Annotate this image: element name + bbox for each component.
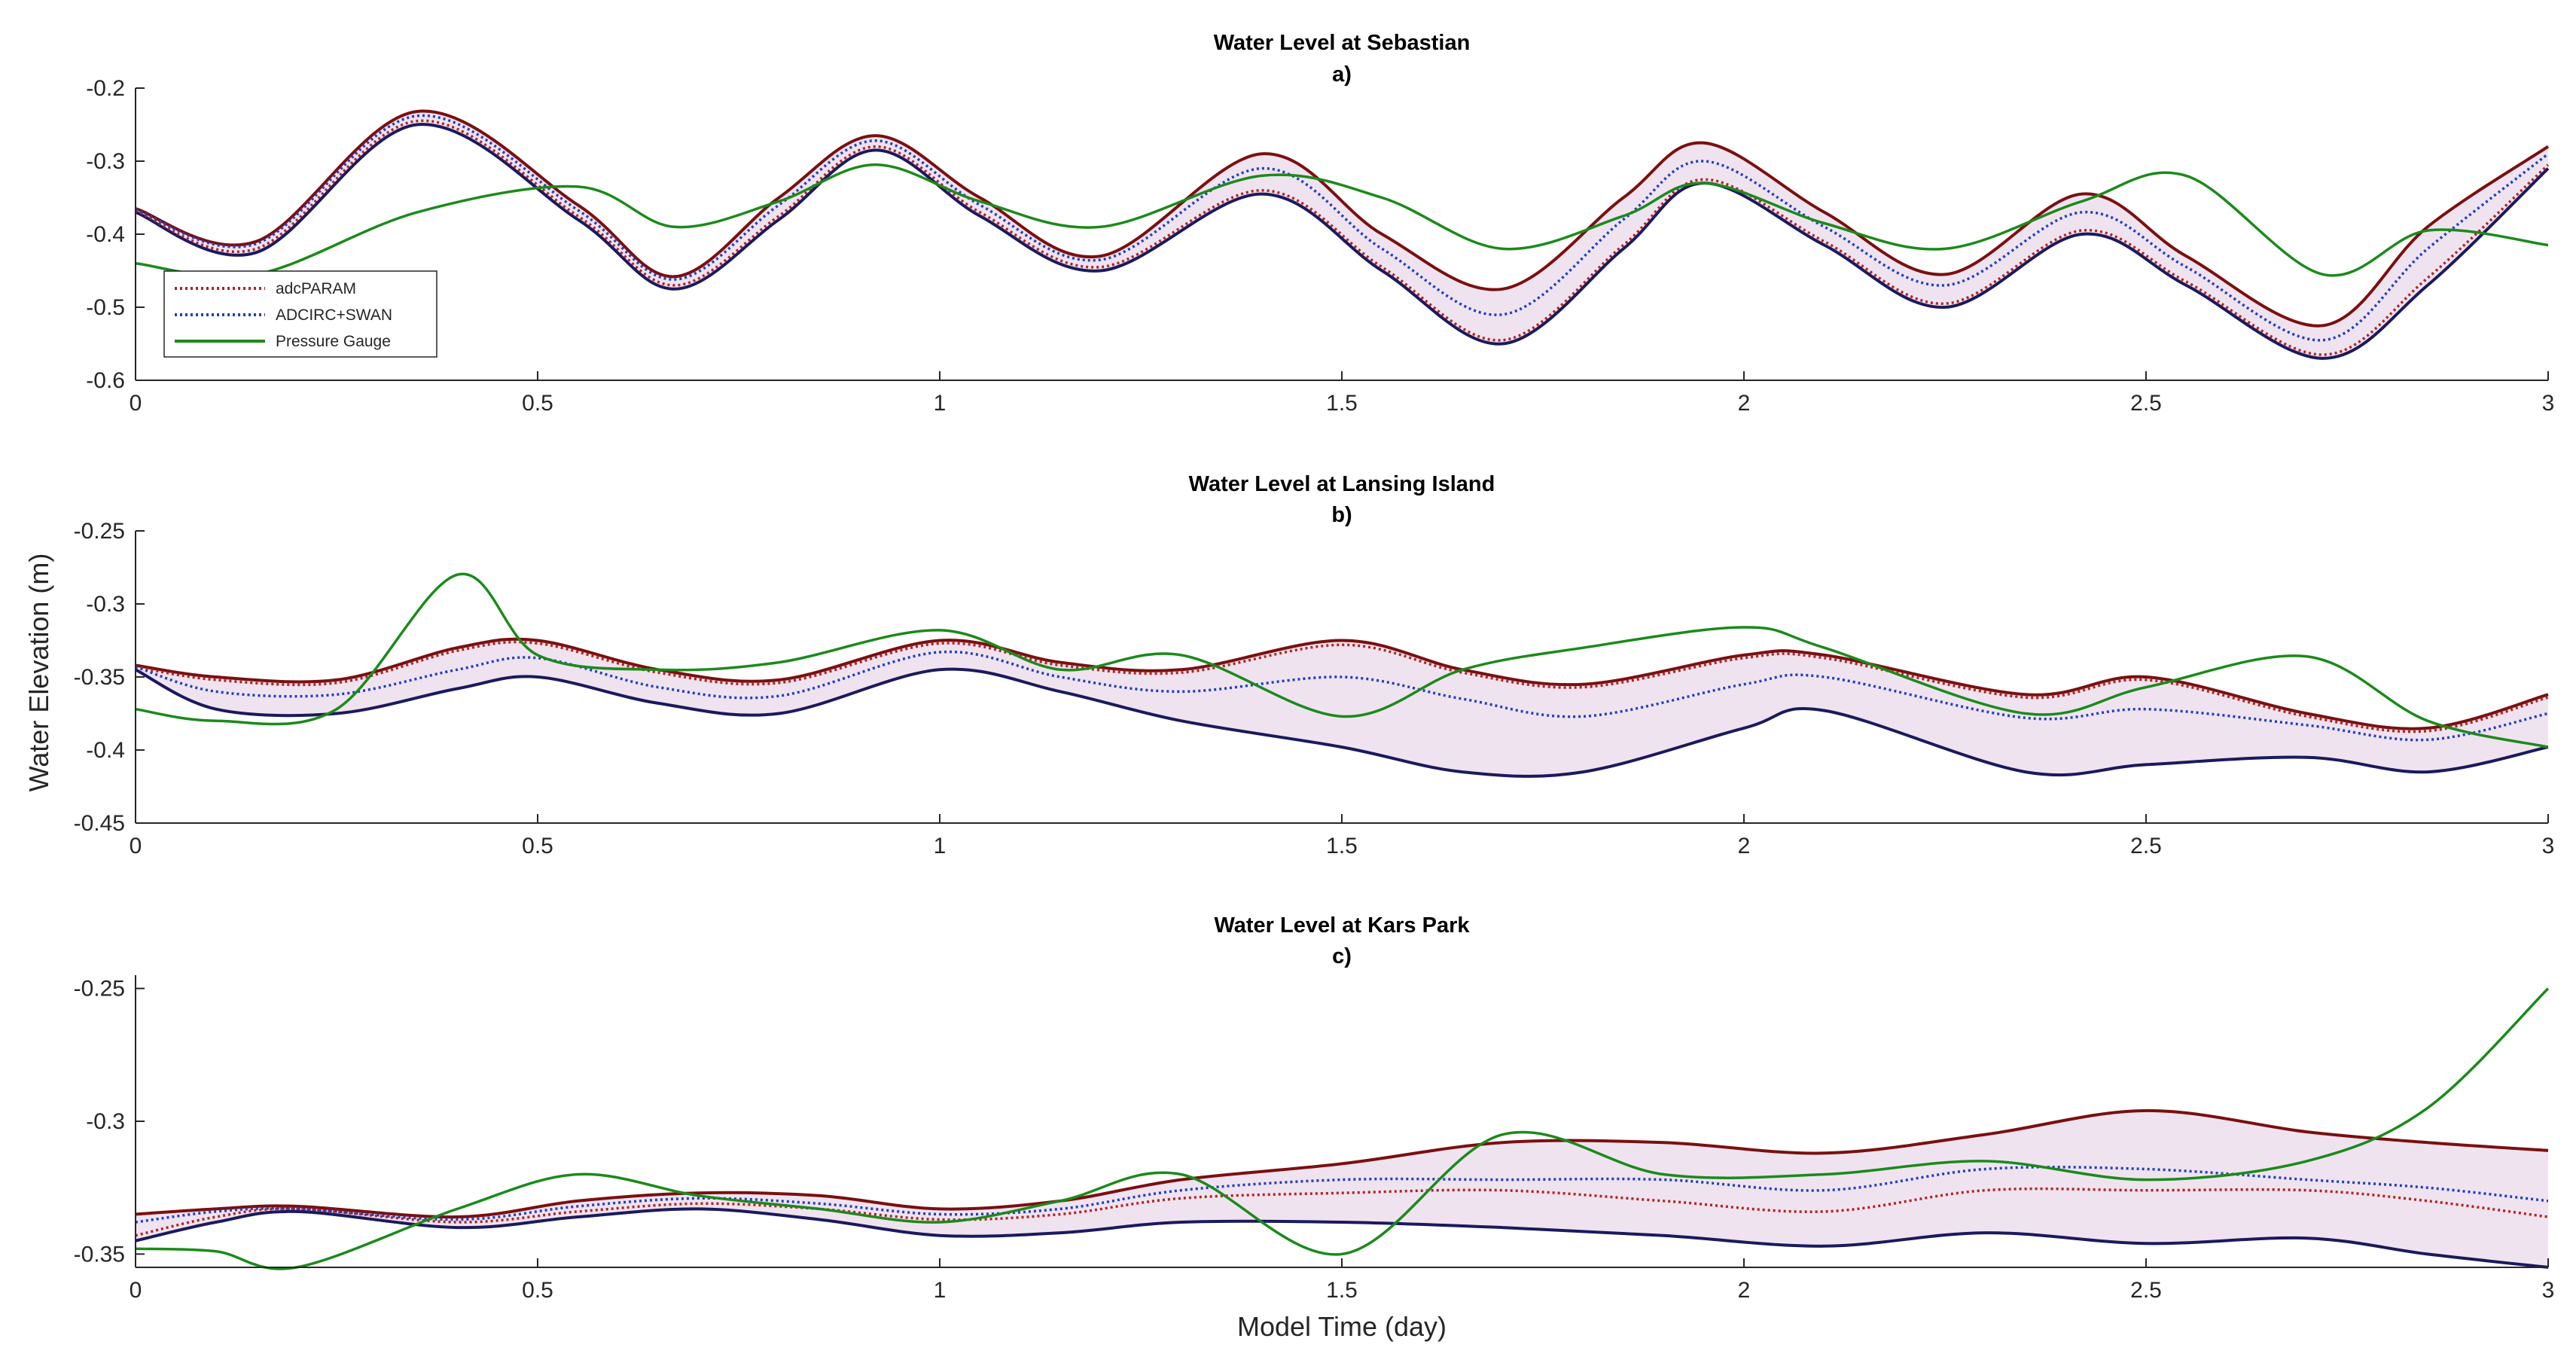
panel-c-lower-bound-line [135,1207,2549,1269]
panel-b-x-tick-label: 1.5 [1326,834,1358,858]
legend-pressure-gauge-label: Pressure Gauge [276,333,391,350]
panel-b-upper-bound-line [135,637,2549,730]
panel-b-x-tick-label: 2 [1738,834,1751,858]
legend: adcPARAM ADCIRC+SWAN Pressure Gauge [163,270,437,358]
x-axis-label: Model Time (day) [1237,1311,1447,1342]
panel-b-lower-bound-line [135,667,2549,778]
panel-c-upper-bound-line [135,1108,2549,1219]
panel-c-adcirc-swan-line [135,1166,2549,1224]
panel-a-upper-bound-line [135,109,2550,328]
panel-b: Water Level at Lansing Island b) 0 0.5 1 1.… [74,472,2555,858]
panel-b-x-tick-label: 1 [934,834,947,858]
panel-a-pressure-gauge-line [135,163,2549,279]
panel-a-x-tick-label: 0.5 [522,391,553,416]
panel-a-y-tick-label: -0.2 [86,76,125,101]
legend-adcirc-swan-label: ADCIRC+SWAN [276,306,392,324]
panel-c-x-tick-label: 2 [1738,1278,1751,1303]
panel-b-y-tick-label: -0.25 [74,519,125,544]
panel-b-pressure-gauge-line [135,572,2549,749]
panel-c-y-tick-label: -0.3 [86,1109,125,1134]
panel-b-subtitle: b) [1331,503,1352,527]
panel-a: Water Level at Sebastian a) 0 0.5 1 1.5 2 2.5… [86,31,2554,416]
panel-b-y-tick-label: -0.35 [74,665,125,690]
panel-a-y-tick-label: -0.3 [86,149,125,174]
legend-adcparam-label: adcPARAM [276,280,356,297]
panel-b-x-tick-label: 2.5 [2130,834,2162,858]
panel-a-lower-bound-line [135,123,2550,360]
panel-a-uncertainty-band [136,111,2548,358]
panel-a-x-tick-label: 2.5 [2130,391,2162,416]
panel-c-uncertainty-band [136,1110,2548,1267]
panel-b-x-tick-label: 0.5 [522,834,553,858]
panel-a-x-tick-label: 1.5 [1326,391,1358,416]
panel-c-y-tick-label: -0.25 [74,977,125,1002]
panel-b-x-tick-label: 3 [2542,834,2555,858]
panel-c-x-tick-label: 3 [2542,1278,2555,1303]
panel-b-y-tick-label: -0.4 [86,738,125,763]
panel-a-adcirc-swan-line [135,114,2550,342]
panel-b-y-tick-label: -0.3 [86,592,125,617]
panel-c-adcparam-line [135,1187,2549,1237]
panel-c: Water Level at Kars Park c) 0 0.5 1 1.5 2 2.5… [74,913,2555,1303]
panel-b-x-tick-label: 0 [130,834,142,858]
panel-b-y-tick-label: -0.45 [74,811,125,836]
panel-c-x-tick-label: 1 [934,1278,947,1303]
panel-a-subtitle: a) [1332,63,1352,87]
panel-a-x-tick-label: 0 [130,391,142,416]
panel-a-x-tick-label: 3 [2542,391,2555,416]
panel-c-x-tick-label: 0.5 [522,1278,553,1303]
panel-a-adcparam-line [135,119,2550,356]
panel-a-y-tick-label: -0.6 [86,368,125,393]
panel-c-pressure-gauge-line [135,987,2550,1270]
panel-b-adcparam-line [135,640,2549,733]
panel-c-x-tick-label: 2.5 [2130,1278,2162,1303]
panel-b-uncertainty-band [136,639,2548,776]
panel-c-subtitle: c) [1332,944,1352,968]
panel-c-x-tick-label: 1.5 [1326,1278,1358,1303]
y-axis-label: Water Elevation (m) [23,553,54,792]
panel-a-x-tick-label: 1 [934,391,947,416]
panel-c-x-tick-label: 0 [130,1278,142,1303]
panel-c-y-tick-label: -0.35 [74,1242,125,1267]
panel-c-title: Water Level at Kars Park [1214,913,1470,938]
panel-a-x-tick-label: 2 [1738,391,1751,416]
panel-a-y-tick-label: -0.4 [86,222,125,247]
panel-a-title: Water Level at Sebastian [1214,31,1471,55]
panel-a-y-tick-label: -0.5 [86,295,125,320]
panel-b-title: Water Level at Lansing Island [1189,472,1495,496]
